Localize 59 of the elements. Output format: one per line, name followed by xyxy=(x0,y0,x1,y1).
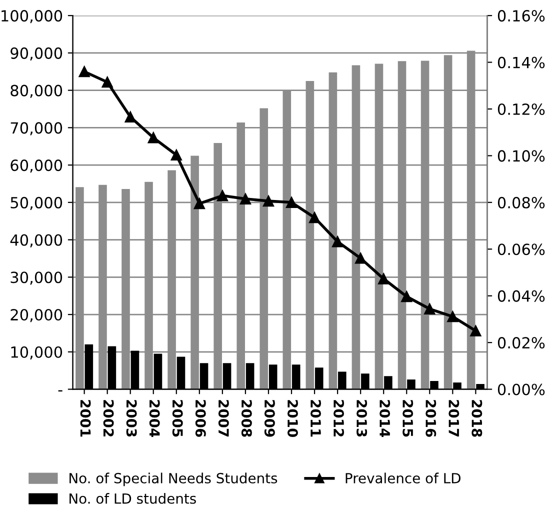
legend-label: No. of Special Needs Students xyxy=(70,472,278,486)
y2-tick-label: 0.00% xyxy=(498,384,545,396)
x-tick-label: 2014 xyxy=(380,400,390,437)
point xyxy=(378,273,390,284)
y2-tick-label: 0.14% xyxy=(498,56,545,68)
x-tick-label: 2017 xyxy=(448,400,460,437)
x-tick-label: 2001 xyxy=(80,400,91,437)
y-tick-label: 60,000 xyxy=(10,160,62,173)
point xyxy=(262,195,274,207)
x-tick-label: 2005 xyxy=(172,400,183,437)
point xyxy=(148,132,159,144)
x-tick-label: 2009 xyxy=(264,400,275,437)
x-tick-label: 2013 xyxy=(356,400,368,437)
point xyxy=(102,76,113,88)
y2-tick-label: 0.16% xyxy=(498,10,545,22)
point xyxy=(401,290,412,302)
y-tick-label: 70,000 xyxy=(10,122,62,136)
point xyxy=(216,190,228,202)
x-tick-label: 2018 xyxy=(472,400,482,437)
x-tick-label: 2004 xyxy=(149,400,160,437)
point xyxy=(308,212,320,224)
y2-tick-label: 0.12% xyxy=(498,103,545,116)
y-tick-label: 30,000 xyxy=(10,272,62,285)
x-tick-label: 2002 xyxy=(103,400,114,436)
point xyxy=(194,198,205,210)
y-tick-label: 90,000 xyxy=(10,47,62,61)
y2-tick-label: 0.04% xyxy=(498,290,545,302)
y-tick-label: 50,000 xyxy=(10,196,62,210)
point xyxy=(470,325,482,336)
x-tick-label: 2012 xyxy=(334,400,344,436)
y-tick-label: - xyxy=(58,390,62,392)
point xyxy=(332,236,344,248)
legend-label: Prevalence of LD xyxy=(346,472,460,484)
y2-tick-label: 0.08% xyxy=(498,196,545,208)
x-tick-label: 2010 xyxy=(287,400,298,437)
point xyxy=(447,311,458,322)
legend-label: No. of LD students xyxy=(70,493,196,504)
y-tick-label: 80,000 xyxy=(10,84,62,98)
y-tick-label: 40,000 xyxy=(10,234,62,248)
point xyxy=(286,196,298,208)
x-tick-label: 2011 xyxy=(310,400,322,437)
x-tick-label: 2015 xyxy=(402,400,414,437)
point xyxy=(355,252,366,264)
y2-tick-label: 0.02% xyxy=(498,337,545,349)
x-tick-label: 2003 xyxy=(126,400,137,437)
y-tick-label: 100,000 xyxy=(2,10,62,24)
y-tick-label: 10,000 xyxy=(11,346,62,360)
point xyxy=(124,111,136,122)
y2-tick-label: 0.10% xyxy=(498,150,545,162)
point xyxy=(78,66,90,78)
point xyxy=(240,193,252,204)
x-tick-label: 2006 xyxy=(195,400,206,437)
point xyxy=(170,149,182,161)
y2-tick-label: 0.06% xyxy=(498,244,545,256)
x-tick-label: 2016 xyxy=(426,400,436,437)
point xyxy=(424,303,436,314)
y-tick-label: 20,000 xyxy=(10,308,62,322)
x-tick-label: 2008 xyxy=(241,400,252,437)
x-tick-label: 2007 xyxy=(218,400,229,437)
